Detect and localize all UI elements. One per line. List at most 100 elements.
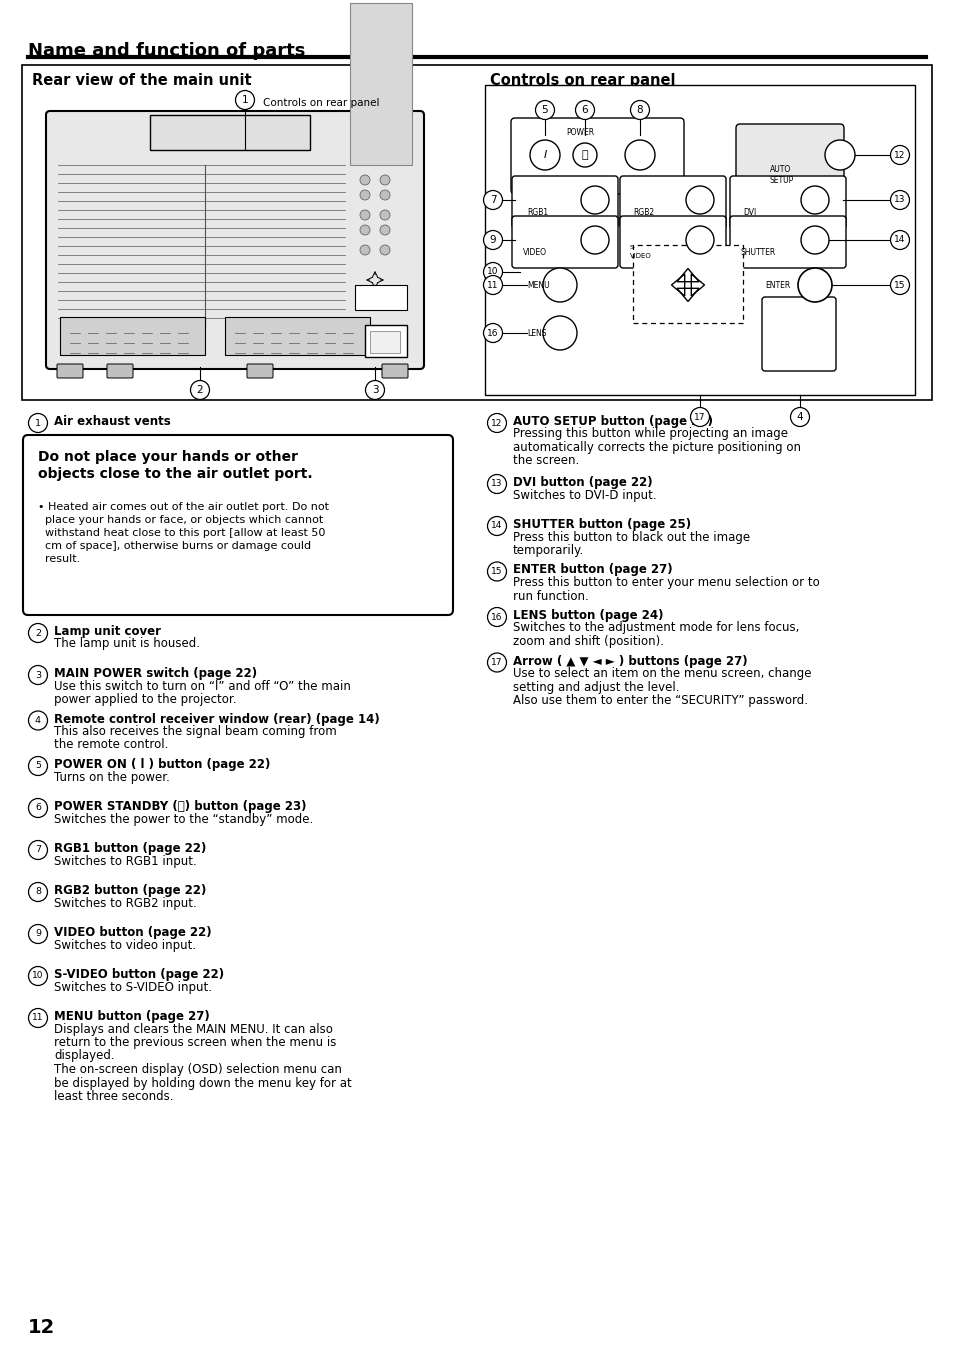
Text: 6: 6 [581,105,588,115]
Text: RGB1 button (page 22): RGB1 button (page 22) [54,842,206,855]
Text: This also receives the signal beam coming from: This also receives the signal beam comin… [54,724,336,738]
Circle shape [535,100,554,120]
Text: Name and function of parts: Name and function of parts [28,42,305,59]
Text: MAIN POWER switch (page 22): MAIN POWER switch (page 22) [54,666,257,680]
Text: Use this switch to turn on “l” and off “O” the main: Use this switch to turn on “l” and off “… [54,680,351,692]
Text: zoom and shift (position).: zoom and shift (position). [513,635,663,648]
Text: • Heated air comes out of the air outlet port. Do not: • Heated air comes out of the air outlet… [38,502,329,513]
FancyBboxPatch shape [57,364,83,378]
Circle shape [483,324,502,343]
Text: Lamp unit cover: Lamp unit cover [54,625,161,638]
Text: Switches to RGB1 input.: Switches to RGB1 input. [54,854,196,867]
Text: VIDEO: VIDEO [522,248,546,258]
Text: 7: 7 [35,846,41,854]
Circle shape [483,275,502,294]
Circle shape [797,268,831,302]
Circle shape [573,143,597,167]
Circle shape [379,190,390,200]
Text: 16: 16 [487,329,498,337]
FancyBboxPatch shape [23,434,453,615]
FancyBboxPatch shape [511,117,683,194]
Text: 14: 14 [893,236,904,244]
Circle shape [483,231,502,250]
Text: Switches to RGB2 input.: Switches to RGB2 input. [54,897,196,909]
Text: 10: 10 [487,267,498,277]
Circle shape [685,227,713,254]
Text: LENS button (page 24): LENS button (page 24) [513,608,662,622]
Circle shape [29,623,48,642]
Circle shape [630,100,649,120]
Circle shape [29,966,48,986]
Text: 8: 8 [636,105,642,115]
Bar [370,331,399,353]
Bar [22,65,931,401]
Text: 7: 7 [489,196,496,205]
Circle shape [889,190,908,209]
Bar [150,115,310,150]
FancyBboxPatch shape [729,216,845,268]
Circle shape [483,190,502,209]
Text: 2: 2 [196,384,203,395]
Text: 4: 4 [796,411,802,422]
Text: 15: 15 [491,567,502,576]
Circle shape [29,924,48,943]
Text: POWER: POWER [565,128,594,138]
Text: RGB2: RGB2 [633,208,654,217]
Circle shape [790,407,809,426]
Text: Controls on rear panel: Controls on rear panel [263,98,379,108]
Text: AUTO SETUP button (page 25): AUTO SETUP button (page 25) [513,415,712,428]
Circle shape [29,665,48,684]
Text: 8: 8 [35,888,41,897]
Circle shape [29,757,48,776]
Text: VIDEO button (page 22): VIDEO button (page 22) [54,925,212,939]
Text: be displayed by holding down the menu key for at: be displayed by holding down the menu ke… [54,1077,352,1090]
Text: Press this button to black out the image: Press this button to black out the image [513,530,749,544]
Text: least three seconds.: least three seconds. [54,1090,173,1103]
Circle shape [359,246,370,255]
Bar [225,317,370,355]
Text: 15: 15 [893,281,904,290]
FancyBboxPatch shape [381,364,408,378]
Circle shape [487,653,506,672]
Text: 12: 12 [28,1318,55,1337]
Text: Pressing this button while projecting an image: Pressing this button while projecting an… [513,428,787,441]
Circle shape [575,100,594,120]
Circle shape [824,140,854,170]
Circle shape [889,231,908,250]
Text: The on-screen display (OSD) selection menu can: The on-screen display (OSD) selection me… [54,1063,341,1077]
Circle shape [889,146,908,165]
Text: Arrow ( ▲ ▼ ◄ ► ) buttons (page 27): Arrow ( ▲ ▼ ◄ ► ) buttons (page 27) [513,654,747,668]
Circle shape [29,414,48,433]
Text: DVI button (page 22): DVI button (page 22) [513,476,652,488]
Text: Turns on the power.: Turns on the power. [54,770,170,784]
Text: 5: 5 [541,105,548,115]
Circle shape [235,90,254,109]
Text: 17: 17 [491,658,502,666]
Text: setting and adjust the level.: setting and adjust the level. [513,680,679,693]
FancyBboxPatch shape [46,111,423,370]
Text: Use to select an item on the menu screen, change: Use to select an item on the menu screen… [513,666,811,680]
Text: Switches to video input.: Switches to video input. [54,939,196,951]
Text: 1: 1 [241,94,248,105]
Circle shape [801,186,828,214]
Text: S-: S- [629,246,636,250]
Text: 17: 17 [694,413,705,421]
Text: cm of space], otherwise burns or damage could: cm of space], otherwise burns or damage … [38,541,311,550]
Circle shape [685,186,713,214]
Text: ⏻: ⏻ [581,150,588,161]
Text: 6: 6 [35,804,41,812]
Text: 12: 12 [491,418,502,428]
Text: Displays and clears the MAIN MENU. It can also: Displays and clears the MAIN MENU. It ca… [54,1023,333,1036]
Text: 13: 13 [893,196,904,205]
Circle shape [29,799,48,817]
Circle shape [365,380,384,399]
Text: 14: 14 [491,522,502,530]
Text: 2: 2 [35,629,41,638]
Text: 16: 16 [491,612,502,622]
Circle shape [889,275,908,294]
Text: Do not place your hands or other
objects close to the air outlet port.: Do not place your hands or other objects… [38,451,313,480]
Circle shape [542,268,577,302]
Text: 11: 11 [487,281,498,290]
Text: MENU: MENU [526,281,549,290]
Text: RGB1: RGB1 [526,208,548,217]
